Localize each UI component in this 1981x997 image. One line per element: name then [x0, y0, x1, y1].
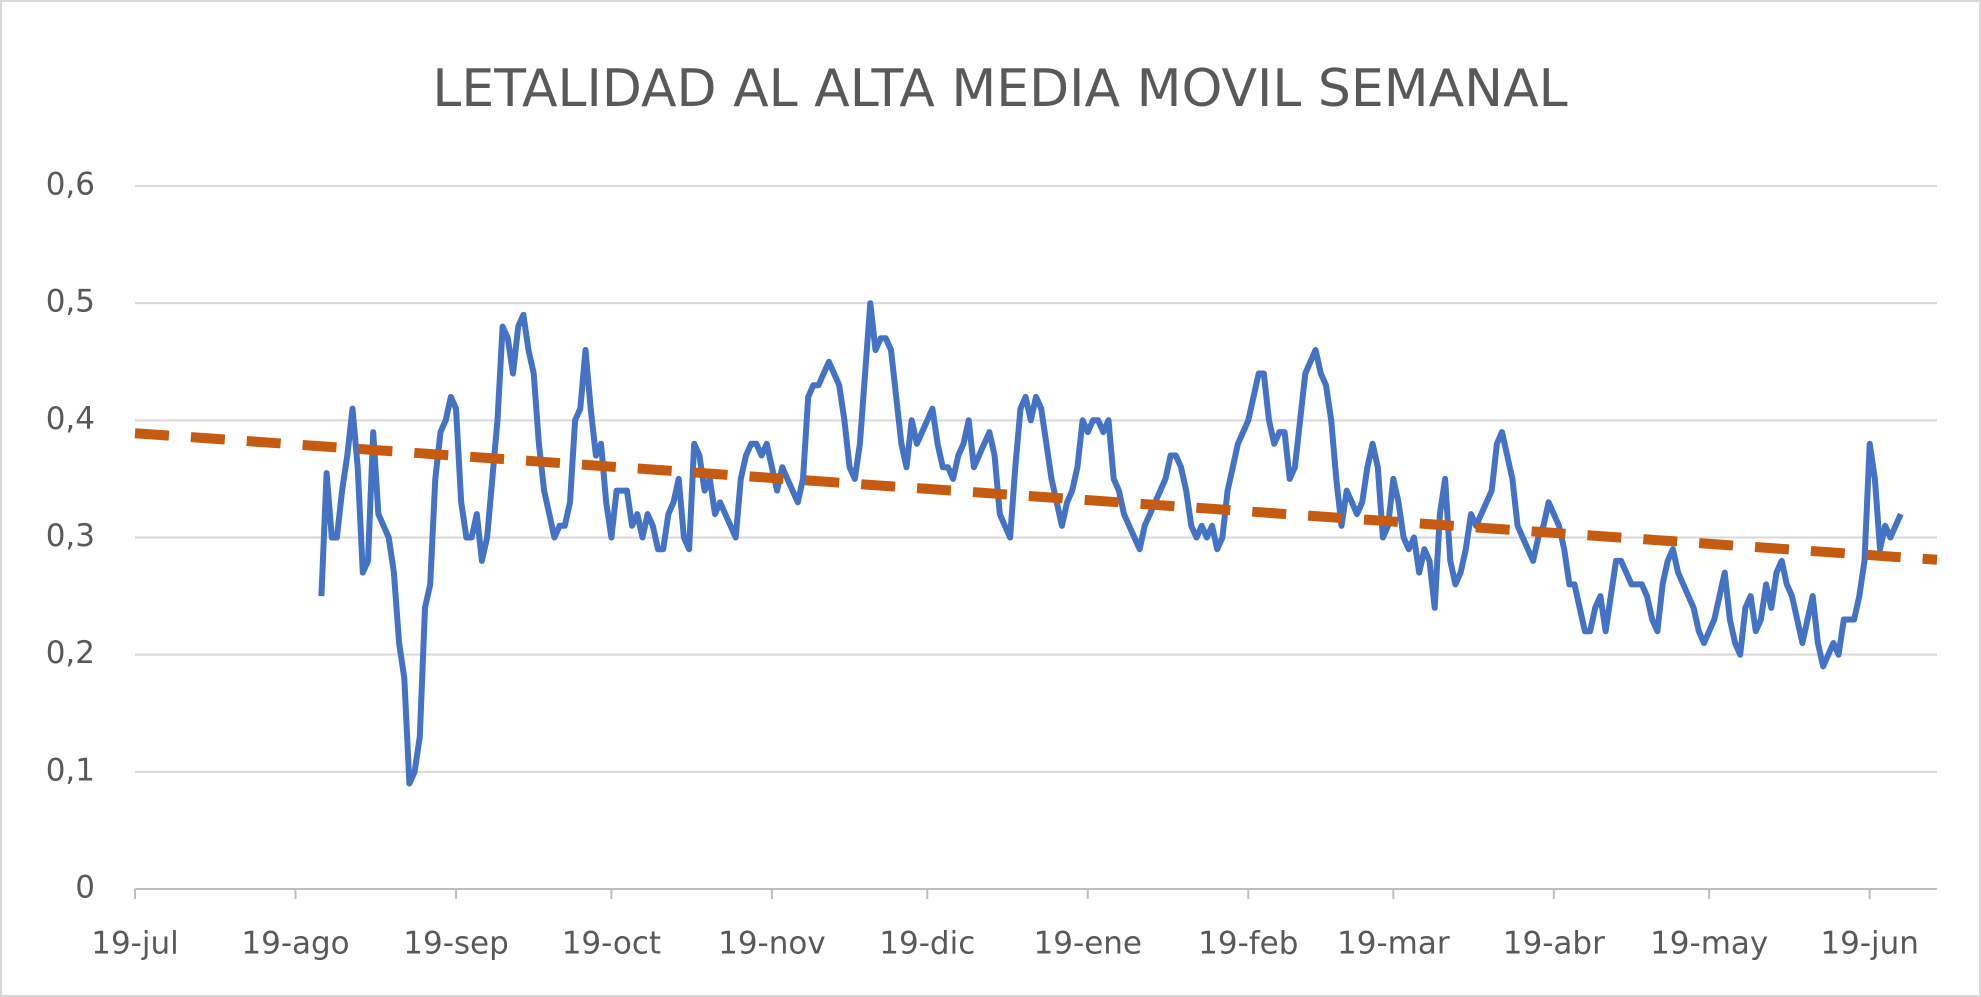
data-line — [318, 300, 1904, 787]
x-tick-label: 19-may — [1650, 926, 1768, 962]
y-tick-label: 0,5 — [46, 284, 95, 320]
x-tick-label: 19-oct — [562, 926, 661, 962]
y-tick-label: 0,6 — [46, 167, 95, 203]
y-tick-label: 0 — [75, 870, 95, 906]
x-tick-label: 19-jul — [91, 926, 179, 962]
y-tick-label: 0,2 — [46, 635, 95, 671]
x-tick-label: 19-nov — [718, 926, 826, 962]
x-tick-label: 19-mar — [1337, 926, 1450, 962]
x-tick-label: 19-dic — [879, 926, 975, 962]
x-tick-label: 19-abr — [1503, 926, 1605, 962]
y-tick-label: 0,3 — [46, 518, 95, 554]
x-tick-label: 19-ago — [241, 926, 349, 962]
chart-title: LETALIDAD AL ALTA MEDIA MOVIL SEMANAL — [432, 59, 1567, 119]
x-tick-label: 19-sep — [403, 926, 509, 962]
y-tick-label: 0,1 — [46, 752, 95, 788]
y-tick-label: 0,4 — [46, 401, 95, 437]
trend-line — [134, 428, 1938, 565]
x-tick-label: 19-ene — [1034, 926, 1142, 962]
x-tick-label: 19-jun — [1820, 926, 1919, 962]
x-tick-label: 19-feb — [1198, 926, 1298, 962]
